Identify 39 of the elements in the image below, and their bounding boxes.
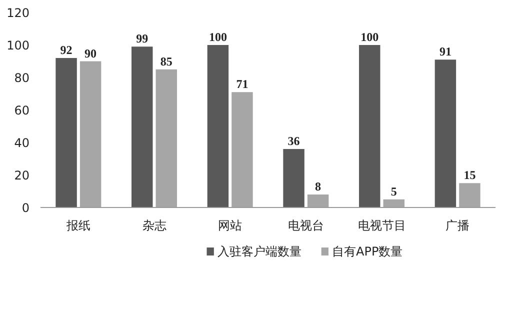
bar — [207, 45, 229, 208]
x-tick-label: 广播 — [446, 218, 470, 232]
y-tick-label: 20 — [14, 168, 30, 182]
data-label: 90 — [84, 46, 97, 60]
data-label: 15 — [464, 168, 476, 182]
bar — [434, 60, 456, 208]
data-label: 92 — [60, 43, 72, 57]
bar — [283, 149, 304, 208]
x-tick-label: 网站 — [218, 218, 242, 232]
bar — [307, 194, 329, 208]
data-label: 99 — [136, 32, 148, 46]
bar — [56, 58, 77, 208]
x-tick-label: 杂志 — [142, 218, 166, 232]
bar — [80, 61, 102, 208]
y-tick-label: 0 — [22, 201, 30, 215]
bar — [156, 69, 177, 208]
data-label: 100 — [360, 30, 379, 44]
data-label: 5 — [390, 184, 397, 198]
legend-label: 入驻客户端数量 — [217, 244, 302, 258]
data-label: 71 — [236, 77, 248, 92]
data-label: 85 — [160, 54, 172, 68]
data-label: 36 — [288, 134, 300, 148]
bar — [359, 45, 380, 208]
y-tick-label: 120 — [6, 6, 30, 20]
legend-label: 自有APP数量 — [332, 244, 403, 258]
x-tick-label: 电视节目 — [358, 218, 406, 232]
bar — [232, 92, 253, 208]
bar — [459, 183, 480, 208]
data-label: 8 — [315, 180, 322, 194]
x-tick-label: 报纸 — [65, 218, 90, 232]
y-tick-label: 60 — [14, 104, 30, 118]
y-tick-label: 80 — [14, 71, 30, 85]
x-tick-label: 电视台 — [288, 218, 324, 232]
data-label: 91 — [439, 44, 452, 59]
bar — [132, 46, 153, 208]
bar — [383, 199, 404, 208]
y-tick-label: 100 — [6, 38, 30, 52]
y-tick-label: 40 — [14, 136, 30, 150]
data-label: 100 — [208, 30, 227, 44]
